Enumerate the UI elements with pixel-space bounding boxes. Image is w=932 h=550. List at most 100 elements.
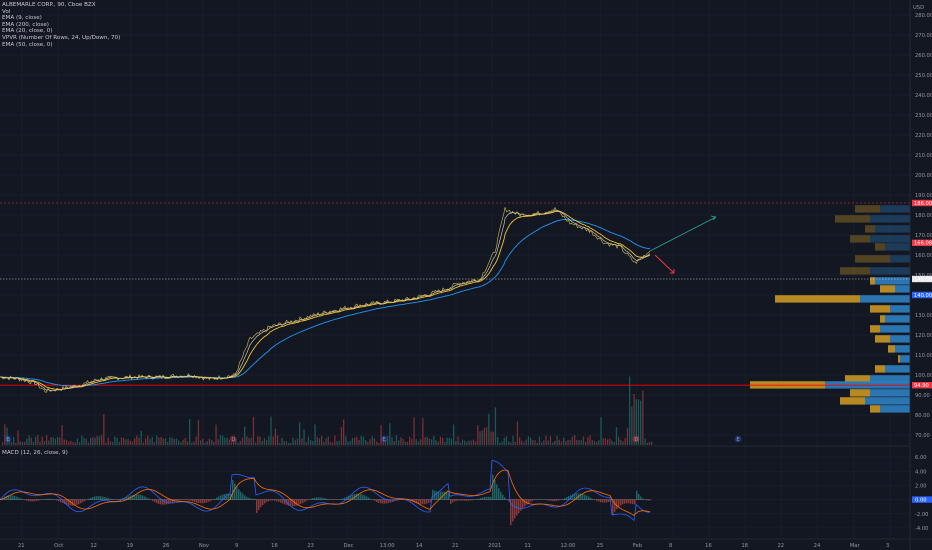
volume-bar	[268, 436, 270, 445]
vpvr-up-bar	[870, 389, 910, 397]
volume-bar	[305, 442, 307, 445]
volume-bar	[6, 427, 8, 445]
macd-hist-bar	[214, 498, 216, 500]
macd-hist-bar	[558, 499, 560, 501]
volume-bar	[468, 440, 470, 445]
macd-hist-bar	[106, 497, 108, 500]
volume-bar	[593, 440, 596, 445]
volume-bar	[404, 441, 406, 445]
trend-arrows[interactable]	[649, 215, 717, 274]
macd-hist-bar	[274, 499, 276, 501]
macd-hist-bar	[616, 499, 618, 510]
volume-bar	[200, 440, 202, 445]
volume-bar	[114, 436, 116, 445]
macd-hist-bar	[66, 499, 68, 505]
volume-bar	[224, 437, 226, 445]
volume-bar	[602, 438, 604, 445]
macd-hist-bar	[248, 497, 250, 500]
macd-hist-bar	[326, 498, 328, 500]
event-marker[interactable]: E	[380, 435, 388, 443]
volume-bar	[318, 438, 321, 445]
macd-hist-bar	[378, 499, 380, 503]
macd-hist-bar	[352, 494, 354, 500]
volume-bar	[613, 442, 615, 445]
macd-hist-bar	[498, 488, 500, 500]
volume-bar	[120, 437, 123, 445]
event-label: E	[6, 437, 9, 443]
macd-hist-bar	[262, 499, 264, 506]
macd-tag-label: 0.00	[915, 497, 927, 503]
time-tick-label: 25	[597, 543, 604, 549]
volume-bar	[615, 427, 618, 445]
volume-bar	[142, 442, 145, 445]
macd-legend[interactable]: MACD (12, 26, close, 9)	[2, 450, 68, 456]
grid	[0, 0, 910, 538]
volume-bar	[532, 440, 534, 445]
vpvr-down-bar	[775, 295, 860, 303]
volume-bar	[461, 439, 464, 445]
vpvr-up-bar	[865, 397, 910, 405]
volume-bar	[252, 416, 255, 445]
macd-hist-bar	[132, 494, 134, 500]
macd-hist-bar	[604, 499, 606, 503]
macd-hist-bar	[576, 493, 578, 500]
macd-hist-bar	[200, 499, 202, 504]
macd-hist-bar	[624, 499, 626, 504]
volume-bar	[233, 440, 235, 445]
macd-hist-bar	[32, 499, 34, 502]
macd-hist-bar	[418, 499, 420, 504]
macd-hist-bar	[110, 498, 112, 500]
macd-hist-bar	[424, 499, 426, 505]
event-marker[interactable]: E	[4, 435, 12, 443]
macd-hist-bar	[298, 499, 300, 505]
volume-bar	[250, 437, 252, 445]
volume-bar	[589, 435, 591, 445]
macd-hist-bar	[394, 499, 396, 502]
time-tick-label: 22	[778, 543, 785, 549]
price-tick-label: 270.00	[915, 33, 932, 39]
macd-hist-bar	[526, 499, 528, 505]
macd-hist-bar	[314, 497, 316, 500]
macd-hist-bar	[532, 499, 534, 501]
volume-bar	[281, 437, 283, 445]
volume-bar	[545, 435, 547, 445]
vpvr-up-bar	[870, 375, 910, 383]
macd-hist-bar	[244, 495, 246, 500]
event-marker[interactable]: E	[734, 435, 742, 443]
macd-hist-bar	[324, 498, 326, 500]
volume-bar	[541, 442, 543, 445]
volume-bar	[191, 442, 193, 445]
macd-hist-bar	[520, 499, 522, 511]
volume-bar	[13, 437, 15, 445]
time-tick-label: 23	[307, 543, 314, 549]
volume-bar	[81, 435, 83, 445]
volume-bars	[2, 376, 653, 445]
vpvr-down-bar	[880, 315, 885, 323]
time-tick-label: 21	[18, 543, 25, 549]
volume-bar	[217, 439, 219, 445]
macd-hist-bar	[12, 495, 14, 500]
event-marker[interactable]: D	[632, 435, 640, 443]
price-tick-label: 70.00	[915, 433, 930, 439]
event-marker[interactable]: D	[229, 435, 237, 443]
macd-hist-bar	[356, 493, 358, 500]
macd-hist-bar	[472, 499, 474, 501]
macd-hist-bar	[96, 496, 98, 500]
macd-hist-bar	[568, 496, 570, 500]
time-tick-label: Oct	[54, 543, 63, 549]
volume-bar	[307, 436, 310, 445]
volume-bar	[347, 441, 349, 445]
macd-hist-bar	[310, 498, 312, 500]
vpvr-down-bar	[840, 397, 865, 405]
macd-hist-bar	[98, 496, 100, 500]
volume-bar	[486, 427, 488, 445]
macd-hist-bar	[90, 497, 92, 500]
time-tick-label: 24	[814, 543, 821, 549]
volume-bar	[635, 399, 637, 445]
volume-bar	[538, 436, 541, 445]
macd-hist-bar	[124, 497, 126, 500]
volume-bar	[301, 438, 303, 445]
